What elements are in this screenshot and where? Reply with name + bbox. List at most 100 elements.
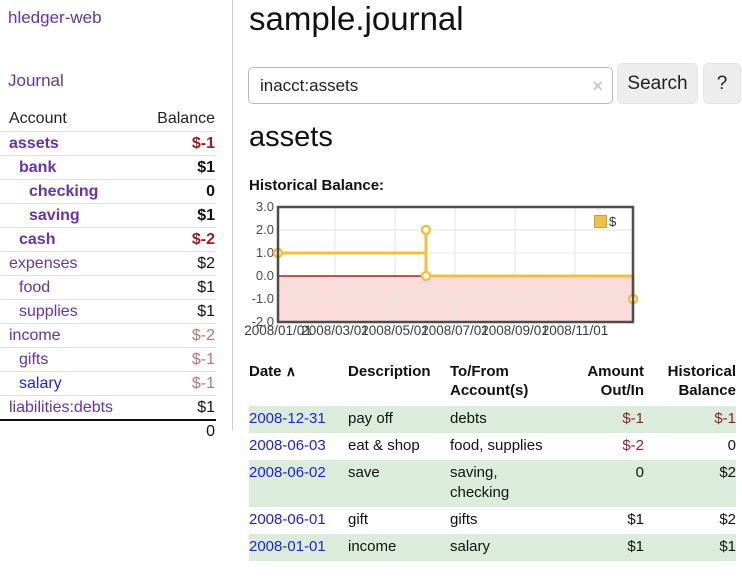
transaction-balance: $-1 <box>644 406 736 433</box>
transaction-amount: $1 <box>558 534 644 561</box>
transaction-date-link[interactable]: 2008-01-01 <box>249 538 326 555</box>
account-balance: $1 <box>197 158 215 176</box>
description-column-header: Description <box>348 363 431 380</box>
table-row: saving $1 <box>0 203 216 227</box>
register-row: 2008-06-03 eat & shop food, supplies $-2… <box>249 433 736 460</box>
table-row: cash $-2 <box>0 227 216 251</box>
account-balance: $-2 <box>191 326 215 344</box>
chart-plot-area <box>272 205 639 324</box>
x-tick-label: 2008/05/01 <box>361 323 429 338</box>
main-content: sample.journal × Search ? assets Histori… <box>244 0 742 582</box>
transaction-balance: $2 <box>719 511 736 528</box>
accounts-table: Account Balance assets $-1 bank $1 check… <box>0 104 216 443</box>
account-balance: $1 <box>197 278 215 296</box>
date-column-header[interactable]: Date ∧ <box>249 358 348 406</box>
transaction-date-link[interactable]: 2008-12-31 <box>249 410 326 427</box>
transaction-date-link[interactable]: 2008-06-03 <box>249 437 326 454</box>
account-link-saving[interactable]: saving <box>29 206 80 224</box>
account-link-gifts[interactable]: gifts <box>19 350 49 368</box>
account-balance: $-1 <box>191 374 215 392</box>
account-balance: $1 <box>197 398 215 416</box>
date-header-label: Date <box>249 363 282 380</box>
account-link-cash[interactable]: cash <box>19 230 56 248</box>
y-tick-label: 0.0 <box>255 268 274 283</box>
account-link-salary[interactable]: salary <box>19 374 62 392</box>
transaction-accounts: gifts <box>450 511 478 528</box>
search-form: × Search ? <box>248 63 742 104</box>
y-tick-label: 3.0 <box>255 199 274 214</box>
table-row: food $1 <box>0 275 216 299</box>
table-row: assets $-1 <box>0 131 216 155</box>
register-row: 2008-01-01 income salary $1 $1 <box>249 534 736 561</box>
accounts-total-balance: 0 <box>206 423 215 440</box>
transaction-date-link[interactable]: 2008-06-02 <box>249 464 326 481</box>
y-tick-label: 1.0 <box>255 245 274 260</box>
transaction-description: gift <box>348 511 369 528</box>
transaction-description: pay off <box>348 406 450 433</box>
table-row: bank $1 <box>0 155 216 179</box>
transaction-balance: $1 <box>644 534 736 561</box>
account-balance: $1 <box>197 206 215 224</box>
account-link-food[interactable]: food <box>19 278 51 296</box>
y-tick-label: 2.0 <box>255 222 274 237</box>
help-button[interactable]: ? <box>703 63 741 104</box>
account-link-assets[interactable]: assets <box>9 134 59 152</box>
table-row: expenses $2 <box>0 251 216 275</box>
account-balance: 0 <box>206 182 215 200</box>
x-tick-label: 2008/07/01 <box>421 323 489 338</box>
sidebar-item-journal[interactable]: Journal <box>8 71 64 90</box>
x-tick-label: 2008/03/01 <box>301 323 369 338</box>
accounts-total-row: 0 <box>0 419 216 443</box>
account-heading: assets <box>249 121 333 153</box>
y-tick-label: -2.0 <box>251 314 274 329</box>
legend-label: $ <box>609 214 617 229</box>
account-balance: $-1 <box>191 350 215 368</box>
transaction-accounts: debts <box>450 406 558 433</box>
account-balance: $-2 <box>191 230 215 248</box>
account-link-supplies[interactable]: supplies <box>19 302 78 320</box>
transaction-amount: 0 <box>558 460 644 507</box>
gridlines <box>278 207 633 322</box>
account-link-liabilities-debts[interactable]: liabilities:debts <box>9 398 114 416</box>
transaction-accounts: saving, checking <box>450 460 558 507</box>
balance-column-header: Balance <box>157 110 215 127</box>
x-tick-label: 2008/11/01 <box>541 323 609 338</box>
clear-search-icon[interactable]: × <box>592 76 603 96</box>
transaction-accounts: salary <box>450 534 558 561</box>
register-row: 2008-06-02 save saving, checking 0 $2 <box>249 460 736 507</box>
transaction-description: save <box>348 460 450 507</box>
balance-column-header: Historical Balance <box>667 363 736 399</box>
table-row: liabilities:debts $1 <box>0 395 216 419</box>
table-row: checking 0 <box>0 179 216 203</box>
search-button[interactable]: Search <box>617 63 698 104</box>
account-balance: $-1 <box>191 134 215 152</box>
search-input[interactable] <box>249 68 612 103</box>
page-title: sample.journal <box>249 0 464 37</box>
table-row: salary $-1 <box>0 371 216 395</box>
chart-legend: $ <box>594 214 616 229</box>
sort-ascending-icon: ∧ <box>285 363 296 379</box>
register-row: 2008-12-31 pay off debts $-1 $-1 <box>249 406 736 433</box>
app-title-link[interactable]: hledger-web <box>8 8 102 27</box>
accounts-table-header: Account Balance <box>0 104 216 131</box>
account-link-bank[interactable]: bank <box>19 158 57 176</box>
chart-border <box>276 205 635 324</box>
register-table: Date ∧ Description To/From Account(s) Am… <box>249 358 736 561</box>
account-link-checking[interactable]: checking <box>29 182 99 200</box>
transaction-amount: $-2 <box>622 437 644 454</box>
account-link-expenses[interactable]: expenses <box>9 254 78 272</box>
transaction-balance: 0 <box>727 437 736 454</box>
x-tick-label: 2008/09/01 <box>481 323 549 338</box>
account-column-header: Account <box>9 110 67 127</box>
transaction-description: eat & shop <box>348 437 420 454</box>
transaction-accounts: food, supplies <box>450 437 543 454</box>
register-header-row: Date ∧ Description To/From Account(s) Am… <box>249 358 736 406</box>
sidebar: hledger-web Journal Account Balance asse… <box>0 0 233 440</box>
transaction-date-link[interactable]: 2008-06-01 <box>249 511 326 528</box>
account-link-income[interactable]: income <box>9 326 61 344</box>
y-tick-label: -1.0 <box>251 291 274 306</box>
x-tick-label: 2008/01/01 <box>244 323 312 338</box>
table-row: income $-2 <box>0 323 216 347</box>
account-balance: $1 <box>197 302 215 320</box>
table-row: gifts $-1 <box>0 347 216 371</box>
